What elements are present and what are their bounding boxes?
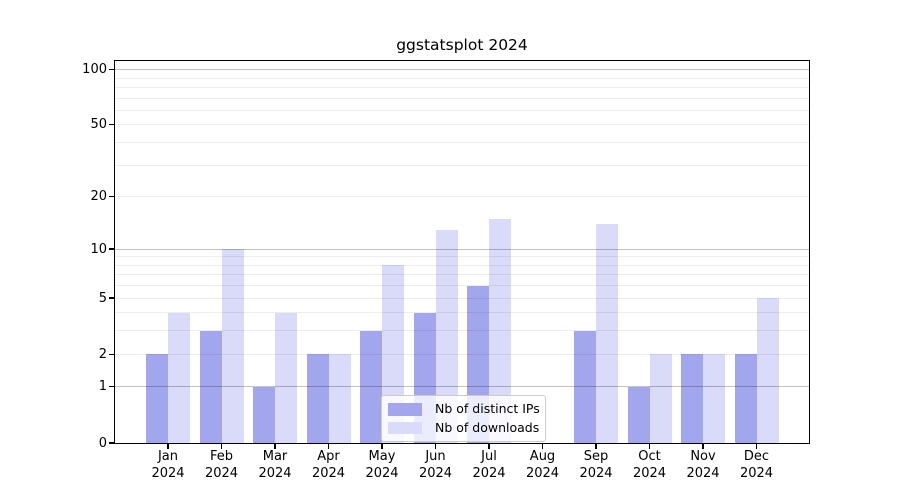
y-tick: [109, 248, 114, 250]
bar-downloads-jul: [489, 218, 511, 443]
bar-ips-jan: [146, 354, 168, 443]
bar-downloads-jun: [435, 229, 458, 443]
y-tick-label: 50: [90, 117, 107, 133]
bars-layer: [115, 61, 809, 443]
y-tick: [109, 297, 114, 299]
legend-swatch-downloads: [388, 421, 422, 434]
y-tick: [109, 69, 114, 71]
chart-title: ggstatsplot 2024: [396, 36, 528, 54]
x-tick-label-sep: Sep 2024: [579, 449, 613, 481]
bar-ips-oct: [627, 386, 650, 443]
x-tick-label-apr: Apr 2024: [311, 449, 346, 481]
y-tick: [109, 353, 114, 355]
x-tick: [220, 444, 223, 449]
x-tick: [381, 444, 383, 449]
y-tick: [109, 196, 114, 198]
bar-ips-feb: [199, 330, 222, 443]
x-tick-label-oct: Oct 2024: [632, 449, 667, 481]
x-tick-label-jun: Jun 2024: [418, 449, 453, 481]
bar-downloads-apr: [328, 354, 351, 443]
x-tick-label-feb: Feb 2024: [204, 449, 239, 481]
y-tick-label: 5: [98, 290, 107, 306]
legend-row-distinct-ips: Nb of distinct IPs: [388, 401, 540, 417]
y-tick-label: 20: [90, 189, 107, 205]
bar-downloads-nov: [703, 354, 725, 443]
x-tick: [755, 444, 758, 449]
x-tick: [648, 444, 651, 449]
bar-downloads-mar: [275, 312, 297, 443]
legend-swatch-distinct-ips: [388, 403, 422, 416]
bar-ips-sep: [574, 330, 596, 443]
legend-label-downloads: Nb of downloads: [435, 419, 540, 435]
bar-downloads-sep: [596, 223, 618, 443]
x-tick-label-may: May 2024: [365, 449, 399, 481]
y-tick: [109, 124, 114, 126]
legend: Nb of distinct IPs Nb of downloads: [381, 395, 546, 442]
bar-ips-apr: [306, 354, 329, 443]
y-tick-label: 1: [98, 379, 107, 395]
y-tick-label: 100: [82, 62, 107, 78]
x-tick: [488, 444, 490, 449]
legend-row-downloads: Nb of downloads: [388, 419, 540, 435]
x-tick-label-jan: Jan 2024: [151, 449, 185, 481]
x-tick: [541, 444, 544, 449]
y-tick-label: 0: [98, 435, 107, 451]
y-tick: [109, 386, 114, 388]
bar-ips-nov: [681, 354, 703, 443]
x-tick: [167, 444, 169, 449]
x-tick-label-jul: Jul 2024: [472, 449, 506, 481]
x-tick: [595, 444, 597, 449]
bar-downloads-jan: [168, 312, 190, 443]
x-tick-label-mar: Mar 2024: [258, 449, 292, 481]
x-tick-label-dec: Dec 2024: [739, 449, 774, 481]
legend-label-distinct-ips: Nb of distinct IPs: [435, 401, 540, 417]
bar-ips-may: [360, 330, 382, 443]
x-tick: [434, 444, 437, 449]
bar-downloads-oct: [649, 354, 672, 443]
x-tick-label-nov: Nov 2024: [686, 449, 720, 481]
plot-area: 0 1 2 5 10 20 50 100 Jan 2024 Feb 2024 Mar 2024 Apr 202…: [82, 60, 810, 481]
y-tick: [109, 442, 114, 444]
x-tick: [702, 444, 704, 449]
bar-downloads-dec: [756, 298, 779, 443]
x-tick: [327, 444, 330, 449]
y-tick-label: 10: [90, 241, 107, 257]
bar-ips-mar: [253, 386, 275, 443]
y-tick-label: 2: [98, 346, 107, 362]
x-tick: [274, 444, 276, 449]
bar-ips-dec: [734, 354, 757, 443]
bar-downloads-feb: [221, 249, 244, 443]
x-tick-label-aug: Aug 2024: [525, 449, 560, 481]
